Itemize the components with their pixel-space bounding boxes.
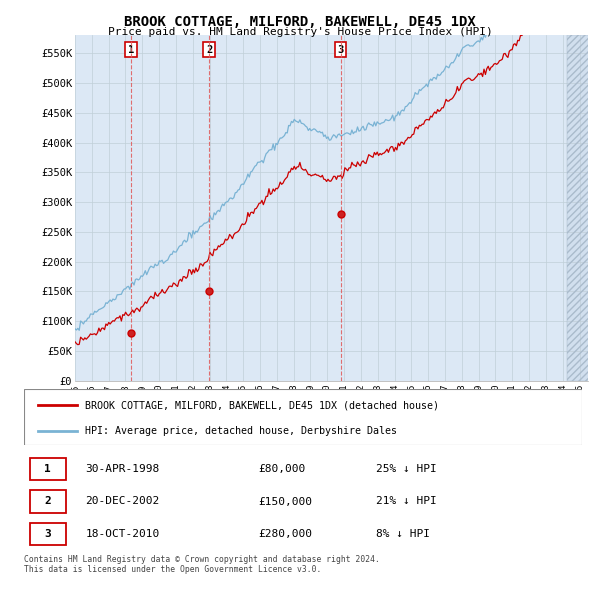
Bar: [567, 35, 596, 381]
Text: 20-DEC-2002: 20-DEC-2002: [85, 497, 160, 506]
Text: 25% ↓ HPI: 25% ↓ HPI: [376, 464, 436, 474]
Text: 1: 1: [44, 464, 51, 474]
Text: 1: 1: [128, 45, 134, 55]
Text: Price paid vs. HM Land Registry's House Price Index (HPI): Price paid vs. HM Land Registry's House …: [107, 27, 493, 37]
Text: 21% ↓ HPI: 21% ↓ HPI: [376, 497, 436, 506]
Text: 2: 2: [44, 497, 51, 506]
Text: BROOK COTTAGE, MILFORD, BAKEWELL, DE45 1DX: BROOK COTTAGE, MILFORD, BAKEWELL, DE45 1…: [124, 15, 476, 29]
FancyBboxPatch shape: [24, 389, 582, 445]
Text: 3: 3: [337, 45, 344, 55]
Text: £280,000: £280,000: [259, 529, 313, 539]
FancyBboxPatch shape: [29, 490, 66, 513]
Text: Contains HM Land Registry data © Crown copyright and database right 2024.
This d: Contains HM Land Registry data © Crown c…: [24, 555, 380, 574]
Text: HPI: Average price, detached house, Derbyshire Dales: HPI: Average price, detached house, Derb…: [85, 426, 397, 436]
Text: 8% ↓ HPI: 8% ↓ HPI: [376, 529, 430, 539]
FancyBboxPatch shape: [29, 458, 66, 480]
Bar: [567, 35, 596, 381]
FancyBboxPatch shape: [29, 523, 66, 545]
Text: £80,000: £80,000: [259, 464, 305, 474]
Text: 30-APR-1998: 30-APR-1998: [85, 464, 160, 474]
Text: 18-OCT-2010: 18-OCT-2010: [85, 529, 160, 539]
Text: 2: 2: [206, 45, 212, 55]
Text: 3: 3: [44, 529, 51, 539]
Text: £150,000: £150,000: [259, 497, 313, 506]
Text: BROOK COTTAGE, MILFORD, BAKEWELL, DE45 1DX (detached house): BROOK COTTAGE, MILFORD, BAKEWELL, DE45 1…: [85, 400, 439, 410]
